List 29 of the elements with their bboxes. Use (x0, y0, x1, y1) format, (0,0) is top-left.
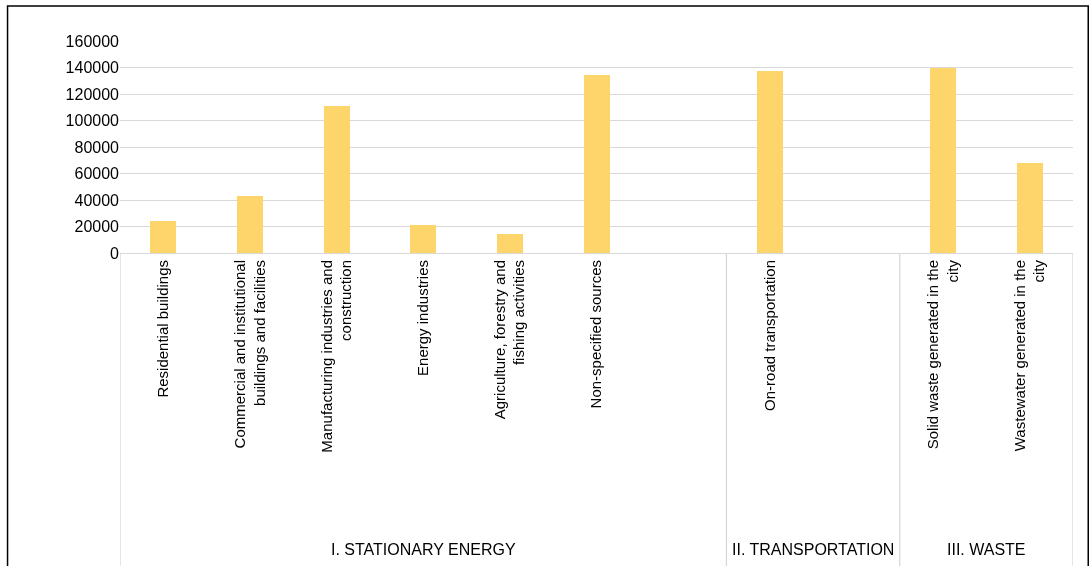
text: III. WASTE (947, 541, 1026, 558)
text: II. TRANSPORTATION (732, 541, 895, 558)
bar (1017, 163, 1043, 253)
x-tick-label: On-road transportation (760, 260, 778, 411)
bar (150, 221, 176, 253)
y-tick-label: 160000 (65, 32, 120, 50)
x-tick-label: Non-specified sources (587, 260, 605, 409)
y-tick-label: 80000 (74, 138, 120, 156)
x-tick-label: Agriculture, forestry and fishing activities (490, 260, 528, 420)
y-tick-label: 20000 (74, 218, 120, 236)
bar (497, 234, 523, 253)
bar (324, 106, 350, 253)
y-tick-label: 120000 (65, 85, 120, 103)
text: I. STATIONARY ENERGY (331, 541, 516, 558)
y-tick-label: 40000 (74, 191, 120, 209)
x-tick-label: Solid waste generated in the city (924, 259, 961, 450)
y-tick-label: 140000 (65, 59, 120, 77)
bar (930, 68, 956, 253)
bar (584, 75, 610, 253)
bar (237, 196, 263, 253)
x-tick-label: Residential buildings (154, 260, 172, 398)
bar (757, 71, 783, 253)
x-tick-label: Commercial and institutional buildings and facilities (231, 260, 268, 449)
y-tick-label: 100000 (65, 112, 120, 130)
x-tick-label: Energy industries (414, 260, 432, 376)
bar (410, 225, 436, 253)
x-tick-label: Wastewater generated in the city (1010, 259, 1048, 452)
y-tick-label: 0 (110, 244, 120, 262)
y-tick-label: 60000 (74, 165, 120, 183)
